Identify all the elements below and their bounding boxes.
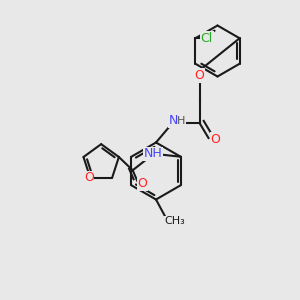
Text: O: O: [210, 133, 220, 146]
Text: Cl: Cl: [201, 32, 213, 45]
Text: N: N: [168, 114, 178, 128]
Text: O: O: [195, 69, 204, 82]
Text: O: O: [138, 177, 148, 190]
Text: CH₃: CH₃: [164, 216, 185, 226]
Text: NH: NH: [144, 147, 163, 160]
Text: H: H: [177, 116, 185, 127]
Text: O: O: [84, 171, 94, 184]
